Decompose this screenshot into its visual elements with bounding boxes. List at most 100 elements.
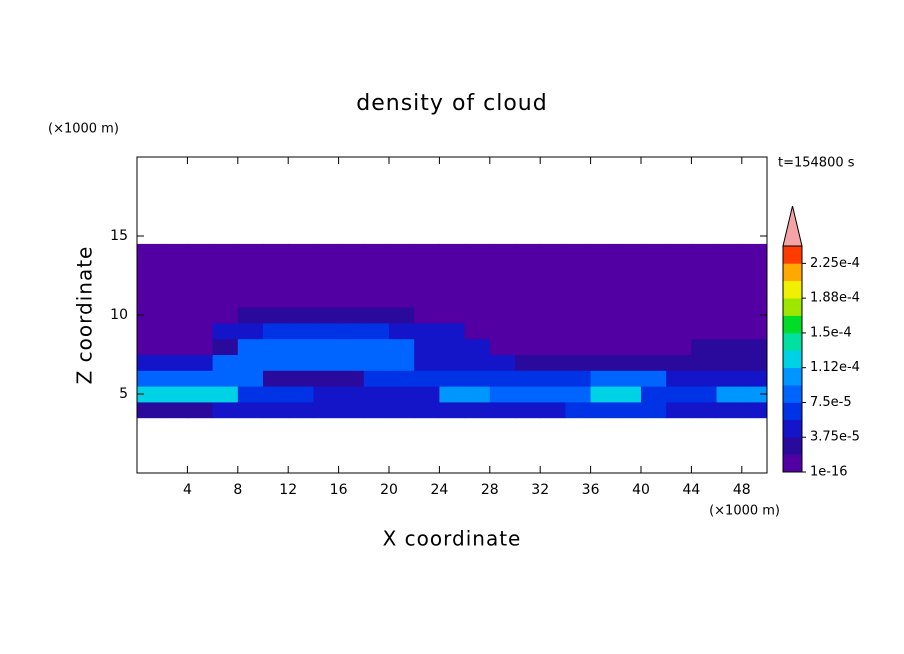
field-cell (565, 307, 592, 324)
field-cell (313, 322, 340, 340)
field-cell (389, 386, 415, 403)
field-cell (237, 291, 264, 308)
field-cell (162, 259, 188, 276)
x-tick-label: 48 (733, 482, 751, 498)
field-cell (565, 259, 592, 276)
colorbar-band (783, 332, 802, 351)
field-cell (716, 291, 743, 308)
field-cell (288, 370, 314, 387)
field-cell (615, 243, 642, 261)
field-cell (137, 307, 163, 324)
field-cell (590, 386, 617, 403)
field-cell (237, 307, 264, 324)
field-cell (590, 291, 617, 308)
field-cell (515, 401, 541, 419)
field-cell (691, 243, 718, 261)
field-cell (313, 354, 340, 371)
colorbar-tick-label: 1.12e-4 (810, 360, 860, 375)
field-cell (565, 386, 592, 403)
colorbar-band (783, 246, 802, 264)
colorbar-band (783, 298, 802, 316)
y-tick-label: 5 (119, 386, 128, 402)
field-cell (716, 259, 743, 276)
field-cell (389, 275, 415, 292)
field-cell (615, 370, 642, 387)
field-cell (162, 338, 188, 355)
colorbar-tick-label: 2.25e-4 (810, 256, 860, 271)
field-cell (489, 354, 516, 371)
field-cell (489, 275, 516, 292)
field-cell (162, 243, 188, 261)
field-cell (212, 354, 239, 371)
field-cell (691, 370, 718, 387)
x-tick-label: 24 (430, 482, 448, 498)
colorbar-band (783, 263, 802, 282)
field-cell (540, 386, 566, 403)
field-cell (237, 338, 264, 355)
field-cell (515, 307, 541, 324)
field-cell (237, 243, 264, 261)
field-cell (414, 291, 440, 308)
field-cell (590, 307, 617, 324)
colorbar-band (783, 280, 802, 299)
field-cell (137, 259, 163, 276)
field-cell (288, 354, 314, 371)
field-cell (263, 354, 289, 371)
field-cell (691, 291, 718, 308)
field-cell (641, 291, 667, 308)
field-cell (313, 243, 340, 261)
field-cell (439, 370, 466, 387)
field-cell (641, 259, 667, 276)
field-cell (666, 386, 692, 403)
field-cell (691, 275, 718, 292)
field-cell (515, 370, 541, 387)
field-cell (489, 386, 516, 403)
field-cell (489, 243, 516, 261)
field-cell (489, 259, 516, 276)
colorbar-band (783, 402, 802, 421)
field-cell (237, 275, 264, 292)
field-cell (313, 307, 340, 324)
field-cell (212, 243, 239, 261)
field-cell (363, 386, 390, 403)
field-cell (540, 307, 566, 324)
field-cell (338, 307, 365, 324)
field-cell (263, 275, 289, 292)
field-cell (187, 386, 214, 403)
field-cell (212, 275, 239, 292)
field-cell (187, 338, 214, 355)
field-cell (716, 386, 743, 403)
colorbar-band (783, 367, 802, 386)
field-cell (666, 338, 692, 355)
field-cell (162, 354, 188, 371)
field-cell (540, 401, 566, 419)
field-cell (615, 401, 642, 419)
field-cell (464, 322, 491, 340)
field-cell (288, 401, 314, 419)
field-cell (439, 322, 466, 340)
x-tick-label: 44 (682, 482, 700, 498)
field-cell (641, 307, 667, 324)
field-cell (464, 386, 491, 403)
field-cell (363, 243, 390, 261)
field-cell (414, 354, 440, 371)
field-cell (464, 275, 491, 292)
y-tick-label: 15 (110, 228, 128, 244)
field-cell (288, 386, 314, 403)
field-cell (691, 307, 718, 324)
field-cell (414, 386, 440, 403)
field-cell (414, 259, 440, 276)
field-cell (464, 338, 491, 355)
field-cell (741, 307, 768, 324)
field-cell (237, 401, 264, 419)
field-cell (641, 401, 667, 419)
field-cell (464, 370, 491, 387)
field-cell (137, 338, 163, 355)
field-cell (439, 291, 466, 308)
field-cell (137, 401, 163, 419)
field-cell (162, 307, 188, 324)
field-cell (489, 338, 516, 355)
field-cell (363, 322, 390, 340)
field-cell (187, 259, 214, 276)
field-cell (716, 243, 743, 261)
